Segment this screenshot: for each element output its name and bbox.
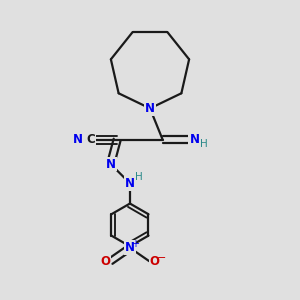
Text: +: +	[131, 239, 139, 249]
Text: O: O	[150, 255, 160, 268]
Text: N: N	[106, 158, 116, 170]
Text: N: N	[125, 177, 135, 190]
Text: N: N	[189, 133, 200, 146]
Text: N: N	[73, 133, 83, 146]
Text: O: O	[100, 255, 110, 268]
Text: N: N	[125, 241, 135, 254]
Text: N: N	[145, 102, 155, 115]
Text: H: H	[135, 172, 143, 182]
Text: C: C	[87, 133, 95, 146]
Text: H: H	[200, 140, 208, 149]
Text: −: −	[157, 253, 166, 263]
